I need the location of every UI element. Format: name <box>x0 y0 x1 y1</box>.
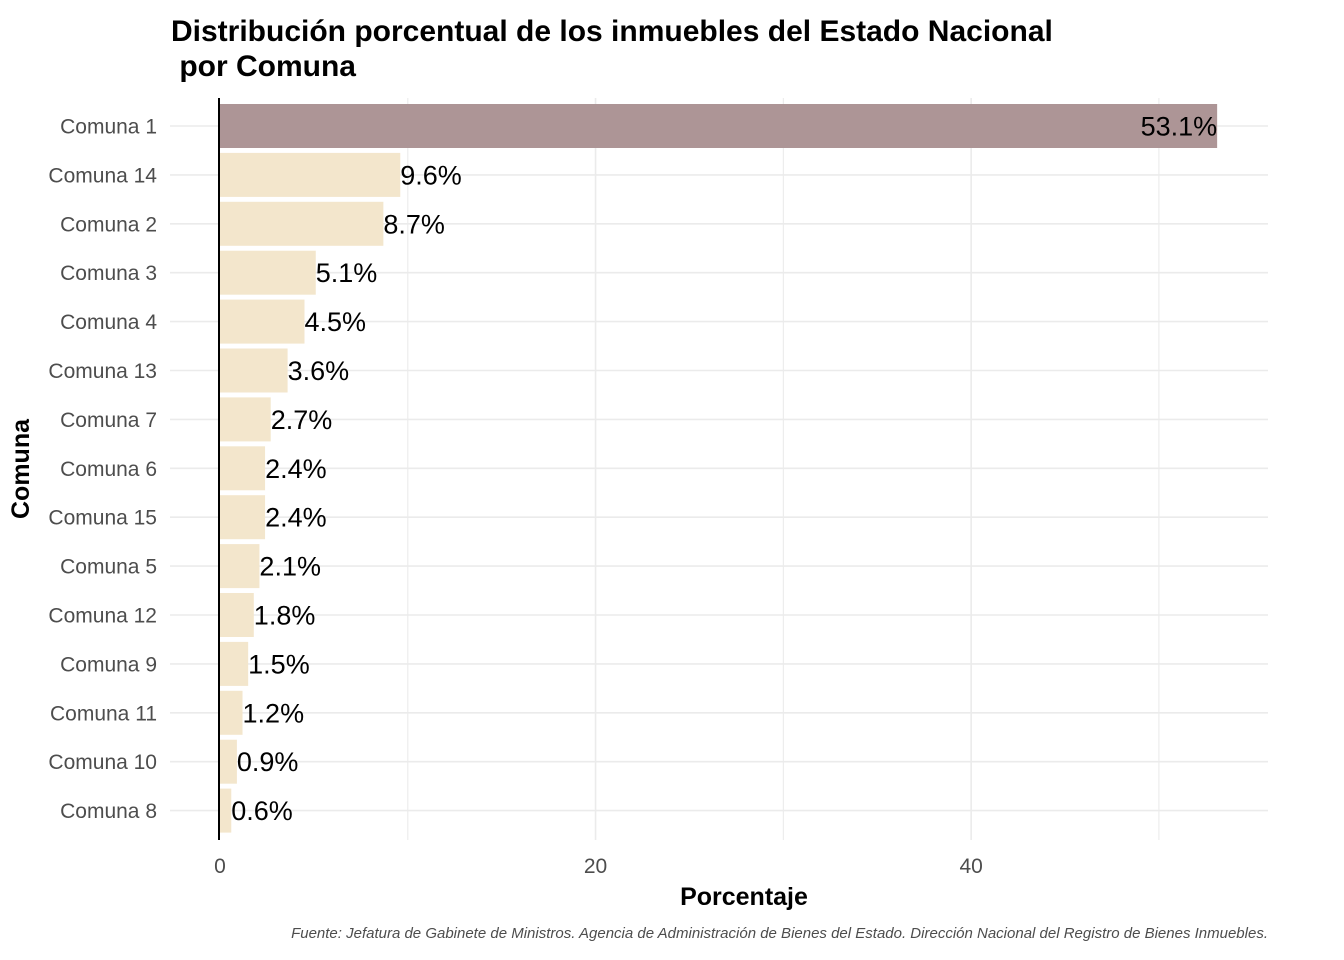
x-tick-label: 0 <box>214 855 226 878</box>
source-note: Fuente: Jefatura de Gabinete de Ministro… <box>291 925 1268 942</box>
x-tick-labels: 0 20 40 <box>214 855 983 878</box>
x-tick-label: 20 <box>584 855 607 878</box>
data-label: 9.6% <box>400 160 462 190</box>
bar <box>220 299 305 344</box>
bar <box>220 495 266 540</box>
data-label: 8.7% <box>383 209 445 239</box>
y-tick-label: Comuna 1 <box>60 116 157 139</box>
data-label: 3.6% <box>288 356 350 386</box>
grid-lines <box>170 98 1268 840</box>
bar <box>220 788 232 833</box>
data-label: 1.5% <box>248 649 310 679</box>
y-tick-label: Comuna 3 <box>60 262 157 285</box>
data-labels: 53.1% 9.6% 8.7%5.1% 4.5% 3.6% 2.7% 2.4% 2.4% 2.1… <box>231 112 1217 827</box>
y-tick-label: Comuna 10 <box>48 751 157 774</box>
x-tick-label: 40 <box>959 855 982 878</box>
data-label: 4.5% <box>305 307 367 337</box>
y-axis-title: Comuna <box>7 418 35 519</box>
data-label: 0.9% <box>237 747 299 777</box>
y-tick-label: Comuna 8 <box>60 800 157 823</box>
data-label: 5.1% <box>316 258 378 288</box>
y-tick-labels: Comuna 1 Comuna 14 Comuna 2 Comuna 3 Comuna … <box>48 116 157 824</box>
data-label: 1.8% <box>254 601 316 631</box>
y-tick-label: Comuna 11 <box>50 702 157 725</box>
y-tick-label: Comuna 6 <box>60 458 157 481</box>
data-label: 2.4% <box>265 503 327 533</box>
y-tick-label: Comuna 7 <box>60 409 157 432</box>
bars <box>220 104 1218 833</box>
y-tick-label: Comuna 14 <box>48 164 157 187</box>
y-tick-label: Comuna 2 <box>60 213 157 236</box>
data-label: 1.2% <box>243 698 305 728</box>
y-tick-label: Comuna 15 <box>48 507 157 530</box>
bar <box>220 152 401 197</box>
data-label: 2.4% <box>265 454 327 484</box>
bar <box>220 348 288 393</box>
bar <box>220 739 237 784</box>
bar <box>220 641 249 686</box>
data-label: 2.1% <box>259 552 321 582</box>
y-tick-label: Comuna 9 <box>60 653 157 676</box>
data-label: 2.7% <box>271 405 333 435</box>
bar <box>220 250 316 295</box>
bar <box>220 690 243 735</box>
y-tick-label: Comuna 13 <box>48 360 157 383</box>
bar <box>220 593 254 637</box>
y-tick-label: Comuna 12 <box>48 605 157 628</box>
bar <box>220 104 1218 148</box>
bar <box>220 397 271 442</box>
y-tick-label: Comuna 4 <box>60 311 157 334</box>
data-label: 53.1% <box>1141 112 1218 142</box>
data-label: 0.6% <box>231 796 293 826</box>
bar <box>220 201 384 246</box>
bar <box>220 544 260 589</box>
chart-title: Distribución porcentual de los inmuebles… <box>171 15 1053 83</box>
y-tick-label: Comuna 5 <box>60 556 157 579</box>
x-axis-title: Porcentaje <box>680 883 808 911</box>
bar <box>220 446 266 491</box>
